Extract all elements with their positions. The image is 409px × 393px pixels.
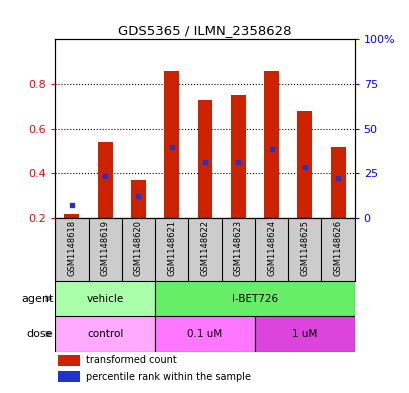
Bar: [155, 281, 354, 316]
Text: agent: agent: [21, 294, 53, 304]
Text: 0.1 uM: 0.1 uM: [187, 329, 222, 339]
Bar: [197, 100, 212, 218]
Text: GSM1148623: GSM1148623: [233, 220, 242, 276]
Bar: [131, 180, 146, 218]
Text: percentile rank within the sample: percentile rank within the sample: [85, 372, 250, 382]
Bar: [330, 147, 345, 218]
Text: GSM1148625: GSM1148625: [299, 220, 308, 276]
Text: GSM1148622: GSM1148622: [200, 220, 209, 276]
Text: GSM1148626: GSM1148626: [333, 220, 342, 276]
Text: control: control: [87, 329, 123, 339]
Title: GDS5365 / ILMN_2358628: GDS5365 / ILMN_2358628: [118, 24, 291, 37]
Bar: [55, 316, 155, 352]
Bar: [97, 142, 112, 218]
Text: GSM1148618: GSM1148618: [67, 220, 76, 276]
Bar: [263, 71, 278, 218]
Text: GSM1148619: GSM1148619: [101, 220, 110, 276]
Text: transformed count: transformed count: [85, 355, 176, 365]
Text: vehicle: vehicle: [86, 294, 124, 304]
Text: GSM1148621: GSM1148621: [167, 220, 176, 276]
Bar: [297, 111, 312, 218]
Bar: [58, 371, 80, 382]
Bar: [230, 95, 245, 218]
Text: 1 uM: 1 uM: [291, 329, 317, 339]
Bar: [55, 281, 155, 316]
Bar: [155, 316, 254, 352]
Text: dose: dose: [27, 329, 53, 339]
Bar: [64, 214, 79, 218]
Bar: [58, 355, 80, 366]
Text: I-BET726: I-BET726: [231, 294, 277, 304]
Bar: [164, 71, 179, 218]
Text: GSM1148620: GSM1148620: [134, 220, 143, 276]
Text: GSM1148624: GSM1148624: [266, 220, 275, 276]
Bar: [254, 316, 354, 352]
